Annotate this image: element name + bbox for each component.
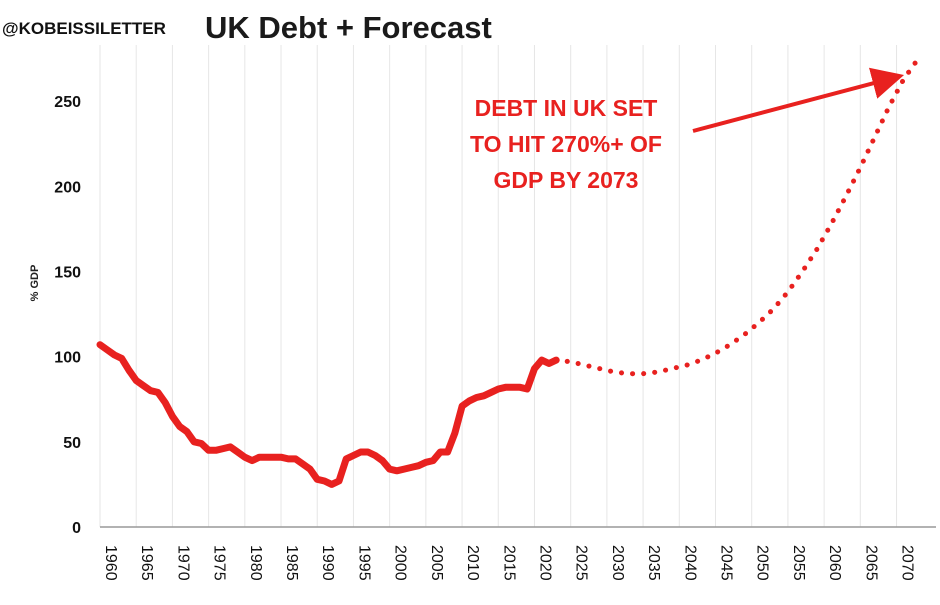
y-tick-label: 100 xyxy=(54,350,81,367)
y-axis-ticks: 0 50 100 150 200 250 xyxy=(54,94,81,537)
x-tick-label: 1985 xyxy=(283,545,300,581)
annotation-layer: DEBT IN UK SET TO HIT 270%+ OF GDP BY 20… xyxy=(470,67,905,193)
grid-layer xyxy=(99,45,898,527)
forecast-line xyxy=(553,56,921,377)
x-axis-ticks: 1960 1965 1970 1975 1980 1985 1990 1995 2000 2005… xyxy=(102,545,916,581)
x-tick-label: 1990 xyxy=(319,545,336,581)
x-tick-label: 2000 xyxy=(392,545,409,581)
y-tick-label: 0 xyxy=(72,520,81,537)
annotation-line-1: DEBT IN UK SET xyxy=(475,95,658,121)
x-tick-label: 2025 xyxy=(573,545,590,581)
y-tick-label: 50 xyxy=(63,435,81,452)
x-tick-label: 2060 xyxy=(826,545,843,581)
y-axis-label: % GDP xyxy=(29,265,41,302)
x-tick-label: 2065 xyxy=(862,545,879,581)
annotation-line-3: GDP BY 2073 xyxy=(494,167,639,193)
historical-debt-line xyxy=(96,341,560,488)
x-tick-label: 2030 xyxy=(609,545,626,581)
x-tick-label: 1995 xyxy=(355,545,372,581)
x-tick-label: 2070 xyxy=(899,545,916,581)
x-tick-label: 2050 xyxy=(754,545,771,581)
x-tick-label: 2035 xyxy=(645,545,662,581)
x-tick-label: 2045 xyxy=(718,545,735,581)
x-tick-label: 2005 xyxy=(428,545,445,581)
annotation-line-2: TO HIT 270%+ OF xyxy=(470,131,662,157)
chart-title: UK Debt + Forecast xyxy=(205,10,492,45)
x-tick-label: 1970 xyxy=(174,545,191,581)
y-tick-label: 150 xyxy=(54,264,81,281)
x-tick-label: 2055 xyxy=(790,545,807,581)
x-tick-label: 1960 xyxy=(102,545,119,581)
x-tick-label: 2010 xyxy=(464,545,481,581)
y-tick-label: 250 xyxy=(54,94,81,111)
x-tick-label: 2015 xyxy=(500,545,517,581)
x-tick-label: 1965 xyxy=(138,545,155,581)
x-tick-label: 1975 xyxy=(211,545,228,581)
x-tick-label: 2040 xyxy=(681,545,698,581)
x-tick-label: 2020 xyxy=(536,545,553,581)
annotation-arrow xyxy=(692,67,905,133)
source-handle: @KOBEISSILETTER xyxy=(2,19,166,38)
series-layer xyxy=(96,56,921,488)
x-tick-label: 1980 xyxy=(247,545,264,581)
y-tick-label: 200 xyxy=(54,179,81,196)
